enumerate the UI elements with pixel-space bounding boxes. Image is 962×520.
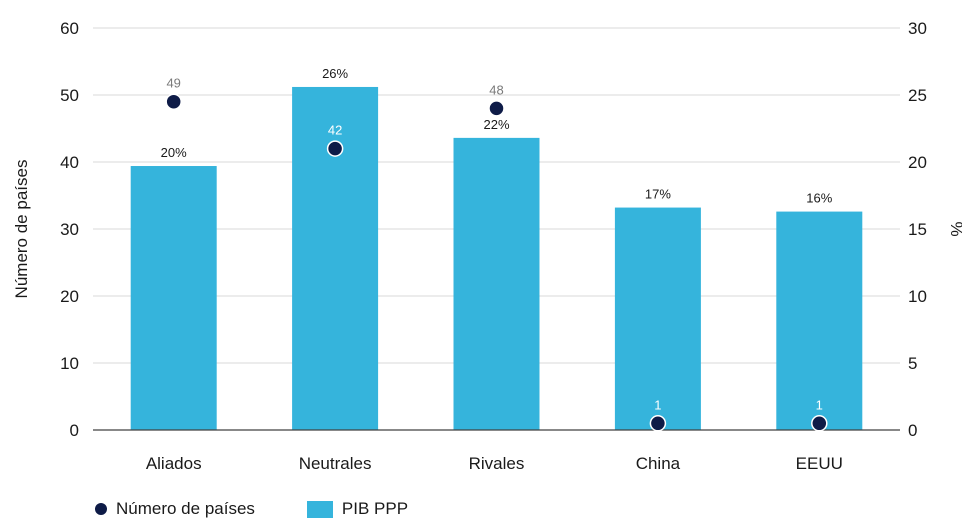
scatter-point <box>165 93 182 110</box>
right-tick-label: 10 <box>908 287 927 306</box>
category-label: China <box>636 454 681 473</box>
x-axis-categories: Aliados Neutrales Rivales China EEUU <box>146 454 843 473</box>
legend-dot-label: Número de países <box>116 499 255 518</box>
scatter-data-labels: 49 42 48 1 1 <box>166 76 822 413</box>
bar-data-label: 22% <box>483 117 509 132</box>
scatter-data-label: 1 <box>654 397 661 412</box>
scatter-data-label: 48 <box>489 82 503 97</box>
bar-data-label: 20% <box>161 145 187 160</box>
scatter-data-label: 42 <box>328 123 342 138</box>
bar-series <box>130 86 863 431</box>
scatter-point <box>488 100 505 117</box>
bar <box>614 207 701 430</box>
category-label: Rivales <box>469 454 525 473</box>
right-tick-label: 20 <box>908 153 927 172</box>
scatter-data-label: 1 <box>816 397 823 412</box>
left-tick-label: 30 <box>60 220 79 239</box>
legend-bar-swatch <box>306 500 333 518</box>
left-tick-label: 10 <box>60 354 79 373</box>
right-tick-label: 15 <box>908 220 927 239</box>
left-tick-label: 20 <box>60 287 79 306</box>
right-tick-label: 5 <box>908 354 917 373</box>
bar <box>776 211 863 430</box>
right-tick-label: 25 <box>908 86 927 105</box>
bar-data-label: 17% <box>645 187 671 202</box>
bar-data-label: 16% <box>806 191 832 206</box>
category-label: EEUU <box>796 454 843 473</box>
left-axis-title: Número de países <box>12 160 31 299</box>
scatter-series <box>165 93 828 432</box>
legend-dot-swatch <box>95 503 107 515</box>
left-axis-ticks: 0 10 20 30 40 50 60 <box>60 19 79 440</box>
bar <box>453 137 540 430</box>
left-tick-label: 60 <box>60 19 79 38</box>
legend-bar-label: PIB PPP <box>341 499 409 518</box>
scatter-point <box>326 140 344 157</box>
scatter-point <box>811 415 828 432</box>
right-tick-label: 0 <box>908 421 917 440</box>
right-axis-ticks: 0 5 10 15 20 25 30 <box>908 19 927 440</box>
left-tick-label: 40 <box>60 153 79 172</box>
bar-data-labels: 20% 26% 22% 17% 16% <box>161 66 833 206</box>
category-label: Neutrales <box>299 454 372 473</box>
left-tick-label: 0 <box>70 421 79 440</box>
right-axis-title: % <box>947 221 962 236</box>
left-tick-label: 50 <box>60 86 79 105</box>
bar <box>292 86 379 431</box>
bar <box>130 166 217 430</box>
legend: Número de países PIB PPP <box>95 499 408 519</box>
scatter-data-label: 49 <box>166 76 180 91</box>
right-tick-label: 30 <box>908 19 927 38</box>
scatter-point <box>649 415 667 432</box>
bar-data-label: 26% <box>322 66 348 81</box>
category-label: Aliados <box>146 454 202 473</box>
